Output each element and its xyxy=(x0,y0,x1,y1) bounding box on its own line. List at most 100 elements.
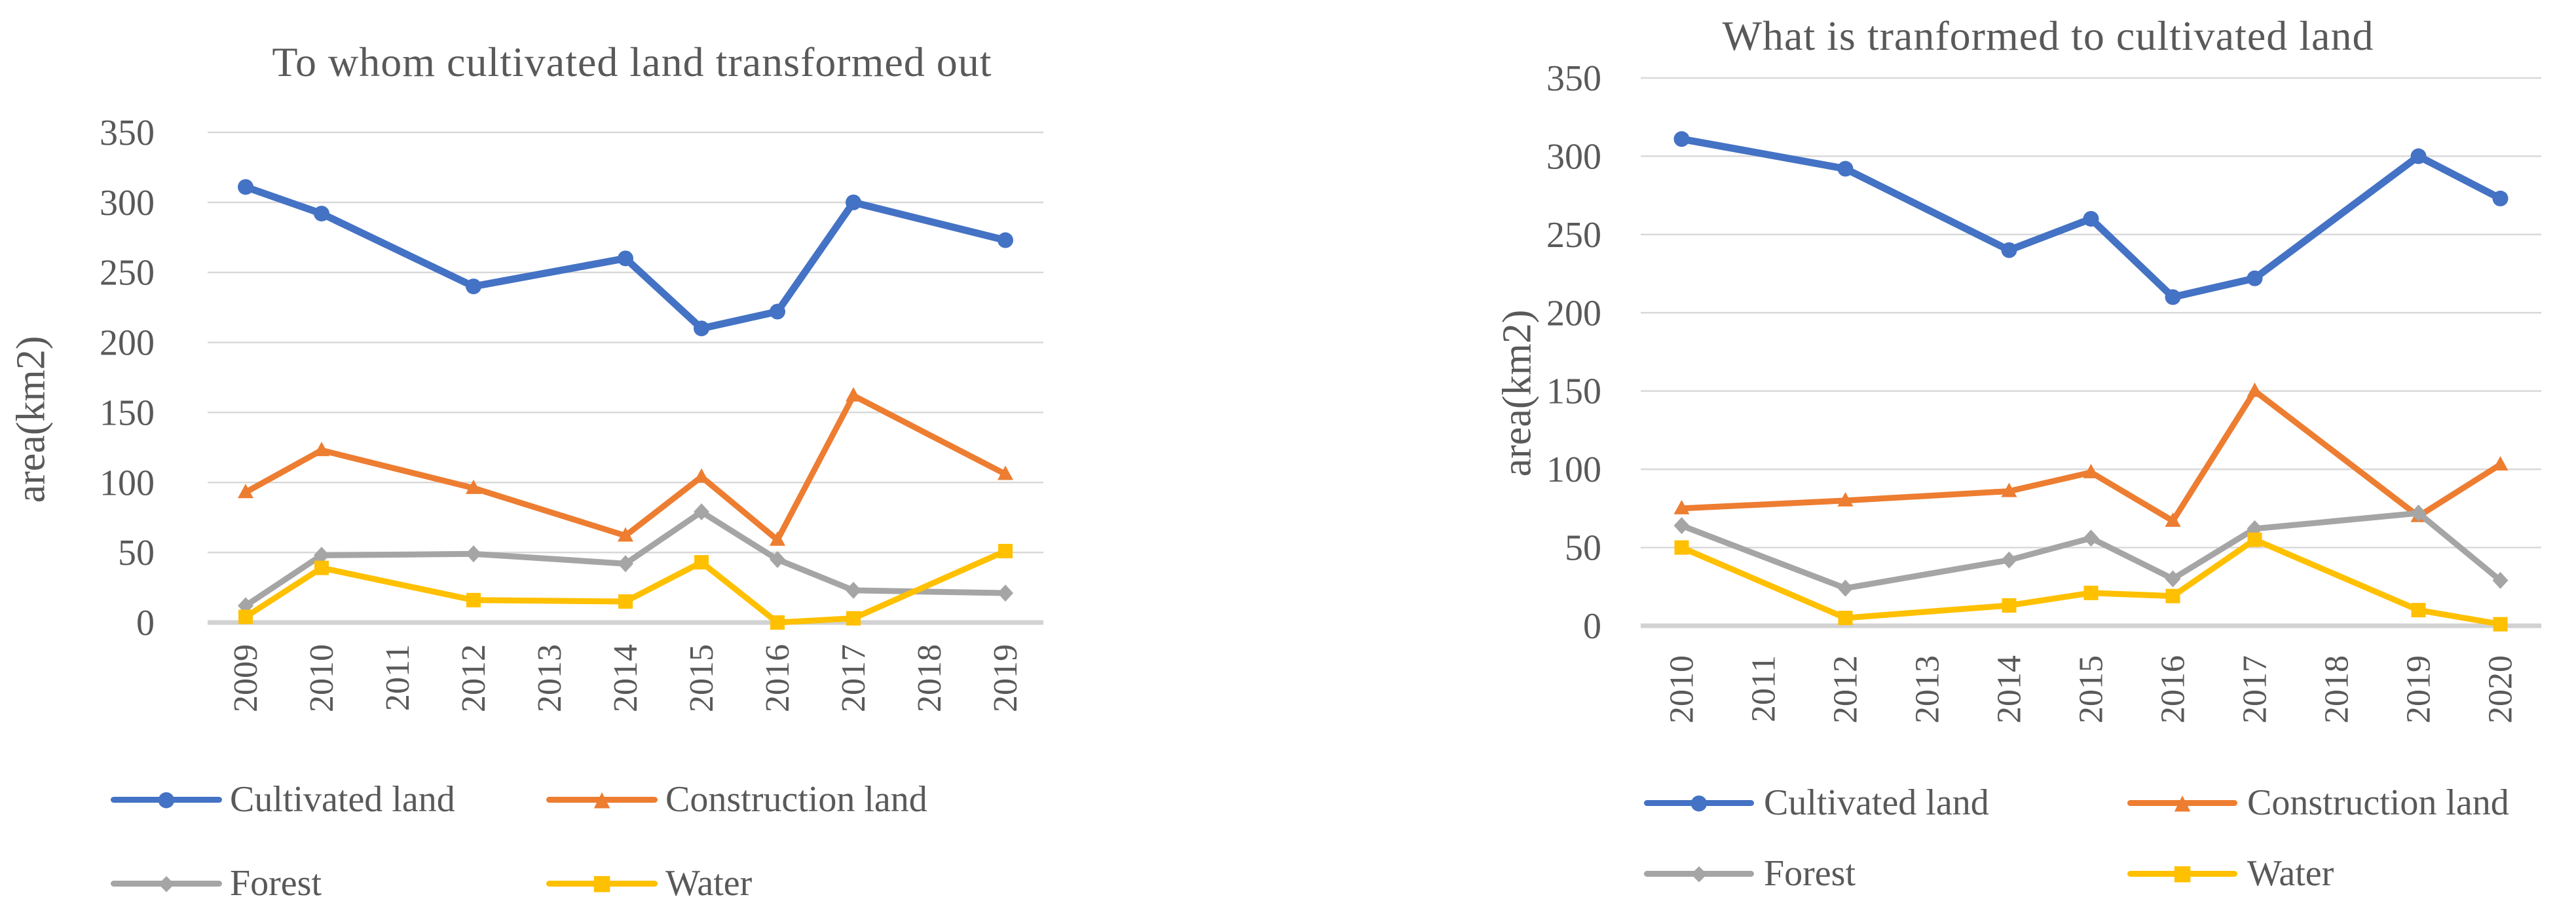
data-point xyxy=(618,527,633,542)
data-point xyxy=(1837,161,1854,177)
square-marker-icon: ■ xyxy=(2172,860,2193,885)
y-tick-label: 200 xyxy=(100,323,155,364)
data-point xyxy=(314,546,329,564)
data-point xyxy=(1673,131,1690,147)
legend-item-construction-land: ▲ Construction land xyxy=(546,778,927,820)
x-tick-label: 2011 xyxy=(379,644,417,711)
x-tick-label: 2017 xyxy=(835,644,872,712)
legend-label: Cultivated land xyxy=(1764,782,1989,823)
data-point xyxy=(466,479,481,494)
x-tick-label: 2015 xyxy=(2073,655,2110,723)
x-tick-label: 2018 xyxy=(911,644,948,712)
data-point xyxy=(1673,517,1690,535)
diamond-marker-icon: ◆ xyxy=(158,870,175,895)
triangle-marker-icon: ▲ xyxy=(2174,789,2191,815)
chart-title: To whom cultivated land transformed out xyxy=(272,39,992,85)
data-point xyxy=(770,550,785,568)
data-point xyxy=(238,609,253,624)
legend-item-forest: ◆ Forest xyxy=(1644,853,1856,894)
data-point xyxy=(2083,529,2099,547)
y-tick-label: 350 xyxy=(100,113,155,153)
plot-area: 350 300 250 200 150 100 50 0 2009 2010 2011 2012 201… xyxy=(100,113,1043,712)
legend-line-swatch: ◆ xyxy=(111,872,222,893)
x-tick-label: 2013 xyxy=(531,644,569,712)
data-point xyxy=(694,320,709,337)
y-tick-label: 0 xyxy=(1583,606,1601,647)
legend-item-forest: ◆ Forest xyxy=(111,862,322,904)
data-point xyxy=(1674,540,1689,555)
data-point xyxy=(2001,551,2017,569)
diamond-marker-icon: ◆ xyxy=(1690,860,1708,885)
y-tick-label: 100 xyxy=(100,463,155,503)
data-point xyxy=(618,250,633,267)
series-line-cultivated-land xyxy=(242,183,1009,332)
data-point xyxy=(2083,210,2099,227)
legend-line-swatch: ■ xyxy=(546,872,658,893)
data-point xyxy=(2001,482,2017,497)
x-tick-label: 2014 xyxy=(1991,655,2028,723)
data-point xyxy=(998,544,1013,559)
series-line-water xyxy=(1679,537,2503,628)
data-point xyxy=(694,503,709,521)
x-tick-label: 2010 xyxy=(303,644,341,712)
series-line-forest xyxy=(1679,510,2503,592)
legend-label: Water xyxy=(2247,853,2334,894)
x-tick-label: 2018 xyxy=(2319,655,2356,723)
legend-item-cultivated-land: ● Cultivated land xyxy=(111,778,455,820)
data-point xyxy=(2410,148,2427,164)
data-point xyxy=(694,468,709,483)
data-point xyxy=(846,581,861,599)
data-point xyxy=(770,531,785,546)
data-point xyxy=(1673,499,1690,514)
x-tick-label: 2017 xyxy=(2237,655,2274,723)
y-tick-label: 300 xyxy=(1546,136,1601,177)
legend-label: Construction land xyxy=(2247,782,2509,823)
legend-label: Cultivated land xyxy=(230,779,455,820)
y-tick-label: 200 xyxy=(1546,293,1601,334)
data-point xyxy=(238,484,253,499)
data-point xyxy=(466,278,481,295)
data-point xyxy=(998,465,1013,480)
y-tick-label: 300 xyxy=(100,183,155,223)
legend-line-swatch: ▲ xyxy=(2127,792,2237,813)
legend-label: Forest xyxy=(1764,853,1856,894)
data-point xyxy=(618,594,633,609)
legend-item-water: ■ Water xyxy=(2127,853,2334,894)
data-point xyxy=(846,611,861,626)
data-point xyxy=(2083,463,2099,478)
y-tick-label: 150 xyxy=(1546,372,1601,412)
x-tick-label: 2010 xyxy=(1664,655,1701,723)
x-tick-label: 2011 xyxy=(1745,655,1783,722)
chart-title: What is tranformed to cultivated land xyxy=(1722,12,2374,59)
x-tick-label: 2019 xyxy=(2400,655,2438,723)
series-line-water xyxy=(242,548,1009,626)
data-point xyxy=(2165,570,2181,588)
y-tick-label: 0 xyxy=(136,603,155,643)
x-tick-label: 2009 xyxy=(227,644,265,712)
data-point xyxy=(846,194,861,210)
data-point xyxy=(1837,579,1854,597)
data-point xyxy=(1837,491,1854,507)
series-line-construction-land xyxy=(242,393,1009,543)
data-point xyxy=(2001,242,2017,258)
plot-area: 350 300 250 200 150 100 50 0 2010 2011 2012 2013 201… xyxy=(1546,58,2541,723)
legend-line-swatch: ■ xyxy=(2127,862,2237,883)
legend-label: Water xyxy=(665,863,753,904)
y-tick-label: 50 xyxy=(118,533,155,573)
data-point xyxy=(2165,289,2181,305)
series-line-cultivated-land xyxy=(1678,135,2504,301)
data-point xyxy=(2165,512,2181,527)
series-line-construction-land xyxy=(1679,388,2503,524)
data-point xyxy=(466,592,481,607)
data-point xyxy=(314,442,329,457)
chart-transformed-in: What is tranformed to cultivated land ar… xyxy=(1288,0,2576,920)
circle-marker-icon: ● xyxy=(157,786,176,811)
y-tick-label: 250 xyxy=(100,253,155,294)
square-marker-icon: ■ xyxy=(591,870,612,895)
data-point xyxy=(998,585,1013,602)
data-point xyxy=(2247,532,2262,547)
legend-item-cultivated-land: ● Cultivated land xyxy=(1644,782,1989,824)
y-tick-label: 350 xyxy=(1546,58,1601,99)
data-point xyxy=(2410,505,2427,522)
